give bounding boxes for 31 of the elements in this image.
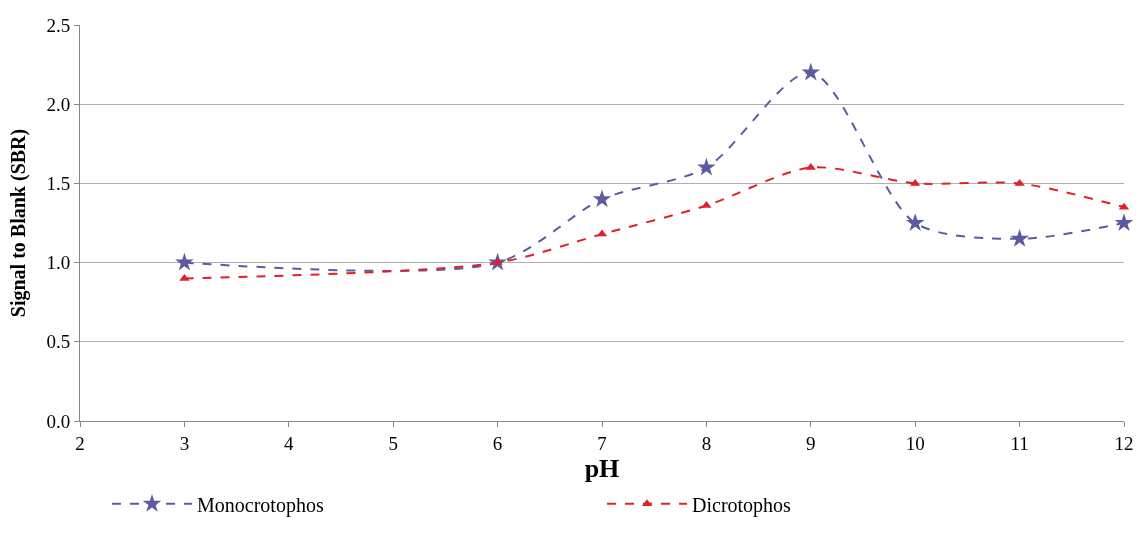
x-tick-label: 12 — [1114, 432, 1134, 454]
legend-label: Dicrotophos — [692, 493, 792, 517]
point — [905, 213, 925, 231]
y-tick-label: 1.0 — [46, 252, 71, 274]
x-tick-label: 5 — [388, 432, 398, 454]
point — [1114, 213, 1134, 231]
x-tick-label: 6 — [492, 432, 503, 454]
y-tick-label: 2.5 — [46, 14, 71, 36]
point — [179, 273, 190, 281]
y-tick-label: 1.5 — [46, 173, 71, 195]
x-tick-label: 9 — [806, 432, 816, 454]
y-tick-label: 2.0 — [46, 93, 71, 115]
x-tick-label: 8 — [701, 432, 712, 454]
y-axis-title: Signal to Blank (SBR) — [6, 128, 30, 318]
point — [910, 178, 921, 186]
point — [1014, 178, 1025, 186]
point — [175, 252, 194, 271]
point — [801, 62, 821, 81]
x-axis-title: pH — [584, 453, 620, 483]
x-tick-label: 11 — [1010, 432, 1029, 454]
y-tick-label: 0.0 — [46, 410, 71, 432]
point — [592, 189, 612, 208]
x-tick-label: 2 — [75, 432, 85, 454]
legend-label: Monocrotophos — [197, 493, 324, 517]
x-tick-label: 3 — [179, 432, 190, 454]
x-tick-label: 10 — [905, 432, 925, 454]
x-tick-label: 7 — [597, 432, 607, 454]
point — [1010, 229, 1029, 247]
point — [697, 157, 716, 176]
y-tick-label: 0.5 — [46, 331, 71, 353]
x-tick-label: 4 — [284, 432, 295, 454]
